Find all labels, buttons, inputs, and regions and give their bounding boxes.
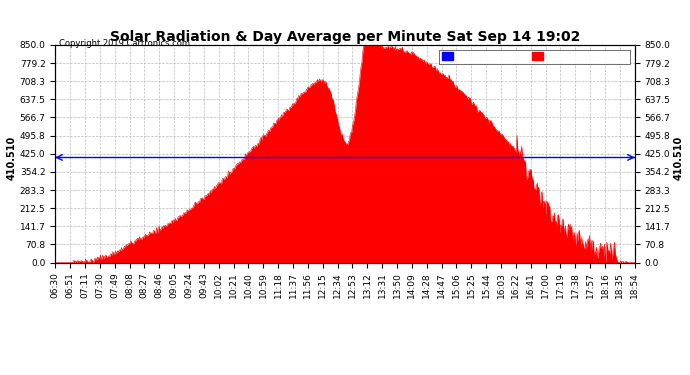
Legend: Median (w/m2), Radiation (w/m2): Median (w/m2), Radiation (w/m2) [439, 50, 630, 64]
Title: Solar Radiation & Day Average per Minute Sat Sep 14 19:02: Solar Radiation & Day Average per Minute… [110, 30, 580, 44]
Text: 410.510: 410.510 [7, 135, 17, 180]
Text: Copyright 2019 Cartronics.com: Copyright 2019 Cartronics.com [59, 39, 190, 48]
Text: 410.510: 410.510 [673, 135, 683, 180]
